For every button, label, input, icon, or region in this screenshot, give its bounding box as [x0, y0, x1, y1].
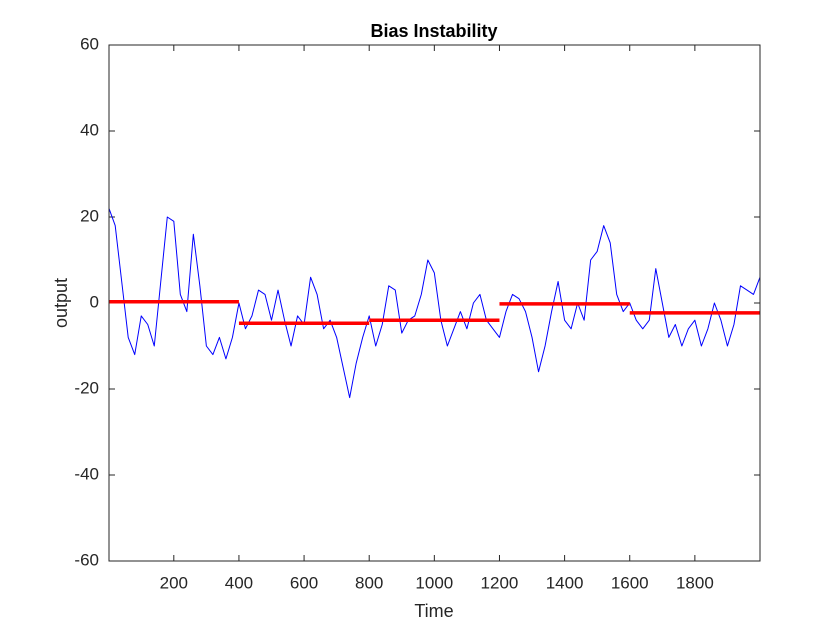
- x-tick-label: 200: [160, 573, 188, 592]
- series-line: [108, 208, 761, 399]
- y-tick-label: -20: [74, 378, 99, 397]
- x-tick-label: 1600: [611, 573, 649, 592]
- chart-title: Bias Instability: [370, 21, 497, 41]
- x-tick-label: 600: [290, 573, 318, 592]
- y-tick-label: 0: [90, 292, 99, 311]
- x-axis-label: Time: [414, 601, 453, 621]
- y-tick-label: 20: [80, 206, 99, 225]
- y-tick-label: -40: [74, 464, 99, 483]
- axes-box: [108, 44, 761, 562]
- x-tick-label: 1000: [415, 573, 453, 592]
- x-tick-label: 1800: [676, 573, 714, 592]
- y-tick-label: 40: [80, 120, 99, 139]
- y-tick-label: 60: [80, 34, 99, 53]
- x-tick-label: 400: [225, 573, 253, 592]
- x-tick-label: 1400: [546, 573, 584, 592]
- x-tick-label: 800: [355, 573, 383, 592]
- y-axis-label: output: [51, 278, 71, 328]
- y-tick-label: -60: [74, 550, 99, 569]
- x-tick-label: 1200: [481, 573, 519, 592]
